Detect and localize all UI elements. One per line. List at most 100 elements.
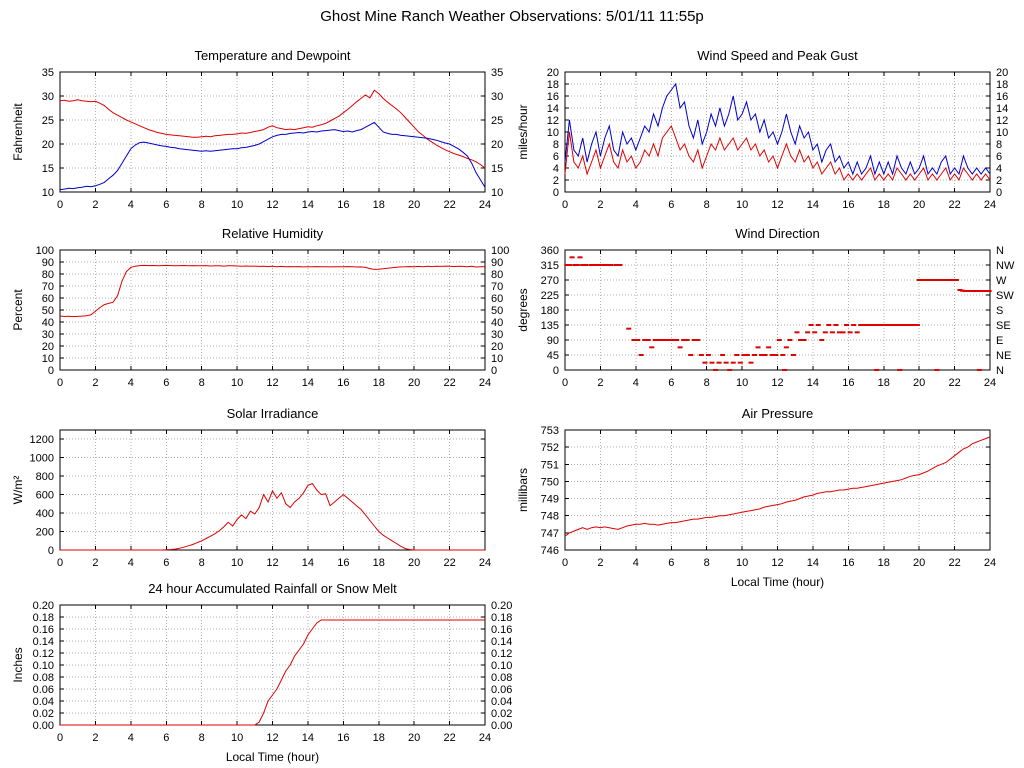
svg-text:14: 14 <box>302 732 314 744</box>
svg-text:25: 25 <box>42 115 54 127</box>
svg-text:0: 0 <box>57 377 63 389</box>
svg-text:10: 10 <box>736 377 748 389</box>
svg-text:16: 16 <box>842 199 854 211</box>
svg-text:1000: 1000 <box>30 453 54 465</box>
svg-text:30: 30 <box>42 91 54 103</box>
accumulated-rainfall-canvas: 0 2 4 6 8 10 12 14 16 18 20 22 240.00 0.000.02 0.020.0… <box>11 600 512 764</box>
svg-text:0: 0 <box>57 732 63 744</box>
svg-text:6: 6 <box>163 557 169 569</box>
svg-text:12: 12 <box>266 377 278 389</box>
svg-text:8: 8 <box>199 557 205 569</box>
svg-text:10: 10 <box>547 127 559 139</box>
svg-text:200: 200 <box>36 527 54 539</box>
chart-accumulated-rainfall: 24 hour Accumulated Rainfall or Snow Mel… <box>8 579 513 767</box>
svg-text:S: S <box>996 305 1003 317</box>
svg-text:10: 10 <box>231 199 243 211</box>
svg-text:SW: SW <box>996 290 1014 302</box>
svg-text:0.06: 0.06 <box>491 684 512 696</box>
svg-text:180: 180 <box>541 305 559 317</box>
svg-text:18: 18 <box>878 557 890 569</box>
svg-text:15: 15 <box>42 163 54 175</box>
svg-text:14: 14 <box>302 199 314 211</box>
svg-text:10: 10 <box>736 557 748 569</box>
svg-text:70: 70 <box>42 281 54 293</box>
svg-text:0.16: 0.16 <box>33 624 54 636</box>
svg-text:millibars: millibars <box>516 468 530 512</box>
svg-text:8: 8 <box>199 377 205 389</box>
svg-text:6: 6 <box>163 199 169 211</box>
svg-text:8: 8 <box>704 557 710 569</box>
svg-text:50: 50 <box>42 305 54 317</box>
svg-text:6: 6 <box>668 377 674 389</box>
svg-text:W/m²: W/m² <box>11 476 25 505</box>
svg-text:45: 45 <box>547 350 559 362</box>
svg-text:12: 12 <box>266 199 278 211</box>
svg-text:24: 24 <box>479 557 491 569</box>
chart-air-pressure: Air Pressure 0 2 4 6 8 10 12 14 16 18 20 22 24 746 747… <box>513 404 1018 592</box>
svg-text:8: 8 <box>996 139 1002 151</box>
svg-text:degrees: degrees <box>516 288 530 331</box>
svg-text:20: 20 <box>42 139 54 151</box>
svg-text:14: 14 <box>807 557 819 569</box>
svg-text:20: 20 <box>996 67 1008 79</box>
svg-text:12: 12 <box>266 732 278 744</box>
chart-wind-direction: Wind Direction 0 2 4 6 8 10 12 14 16 18 20 22 24 0 N 45… <box>513 224 1018 394</box>
svg-text:18: 18 <box>878 377 890 389</box>
svg-text:22: 22 <box>443 199 455 211</box>
svg-text:90: 90 <box>547 335 559 347</box>
svg-text:70: 70 <box>491 281 503 293</box>
svg-text:8: 8 <box>704 377 710 389</box>
svg-text:25: 25 <box>491 115 503 127</box>
svg-text:0.14: 0.14 <box>33 636 54 648</box>
svg-text:10: 10 <box>491 353 503 365</box>
svg-text:14: 14 <box>302 377 314 389</box>
svg-text:35: 35 <box>42 67 54 79</box>
svg-text:22: 22 <box>443 377 455 389</box>
svg-text:0.18: 0.18 <box>491 612 512 624</box>
svg-text:0.10: 0.10 <box>33 660 54 672</box>
svg-text:W: W <box>996 275 1007 287</box>
svg-text:10: 10 <box>42 187 54 199</box>
svg-text:2: 2 <box>597 199 603 211</box>
svg-text:14: 14 <box>996 103 1008 115</box>
svg-text:35: 35 <box>491 67 503 79</box>
svg-text:6: 6 <box>163 377 169 389</box>
chart-title-air-pressure: Air Pressure <box>741 406 814 421</box>
svg-text:Percent: Percent <box>11 289 25 331</box>
svg-text:8: 8 <box>199 732 205 744</box>
svg-text:10: 10 <box>231 732 243 744</box>
svg-text:0.00: 0.00 <box>33 720 54 732</box>
chart-temperature-dewpoint: Temperature and Dewpoint 0 2 4 6 8 10 12 14 16 18… <box>8 46 513 216</box>
svg-text:8: 8 <box>553 139 559 151</box>
air-pressure-canvas: 0 2 4 6 8 10 12 14 16 18 20 22 247467477487497507517… <box>516 425 996 589</box>
svg-text:2: 2 <box>92 199 98 211</box>
svg-text:753: 753 <box>541 425 559 437</box>
svg-text:270: 270 <box>541 275 559 287</box>
svg-text:12: 12 <box>771 377 783 389</box>
svg-text:2: 2 <box>92 557 98 569</box>
page-title: Ghost Mine Ranch Weather Observations: 5… <box>320 8 704 25</box>
svg-text:22: 22 <box>948 377 960 389</box>
svg-text:90: 90 <box>42 257 54 269</box>
svg-text:0: 0 <box>553 365 559 377</box>
svg-text:748: 748 <box>541 511 559 523</box>
svg-text:NE: NE <box>996 350 1011 362</box>
svg-text:16: 16 <box>337 199 349 211</box>
svg-text:0.18: 0.18 <box>33 612 54 624</box>
svg-text:18: 18 <box>373 377 385 389</box>
svg-text:N: N <box>996 365 1004 377</box>
svg-text:16: 16 <box>547 91 559 103</box>
svg-text:15: 15 <box>491 163 503 175</box>
svg-text:0.04: 0.04 <box>33 696 54 708</box>
svg-text:16: 16 <box>337 557 349 569</box>
svg-text:225: 225 <box>541 290 559 302</box>
svg-text:10: 10 <box>231 557 243 569</box>
svg-text:6: 6 <box>668 199 674 211</box>
svg-text:14: 14 <box>302 557 314 569</box>
svg-text:800: 800 <box>36 471 54 483</box>
svg-text:60: 60 <box>42 293 54 305</box>
svg-text:746: 746 <box>541 545 559 557</box>
